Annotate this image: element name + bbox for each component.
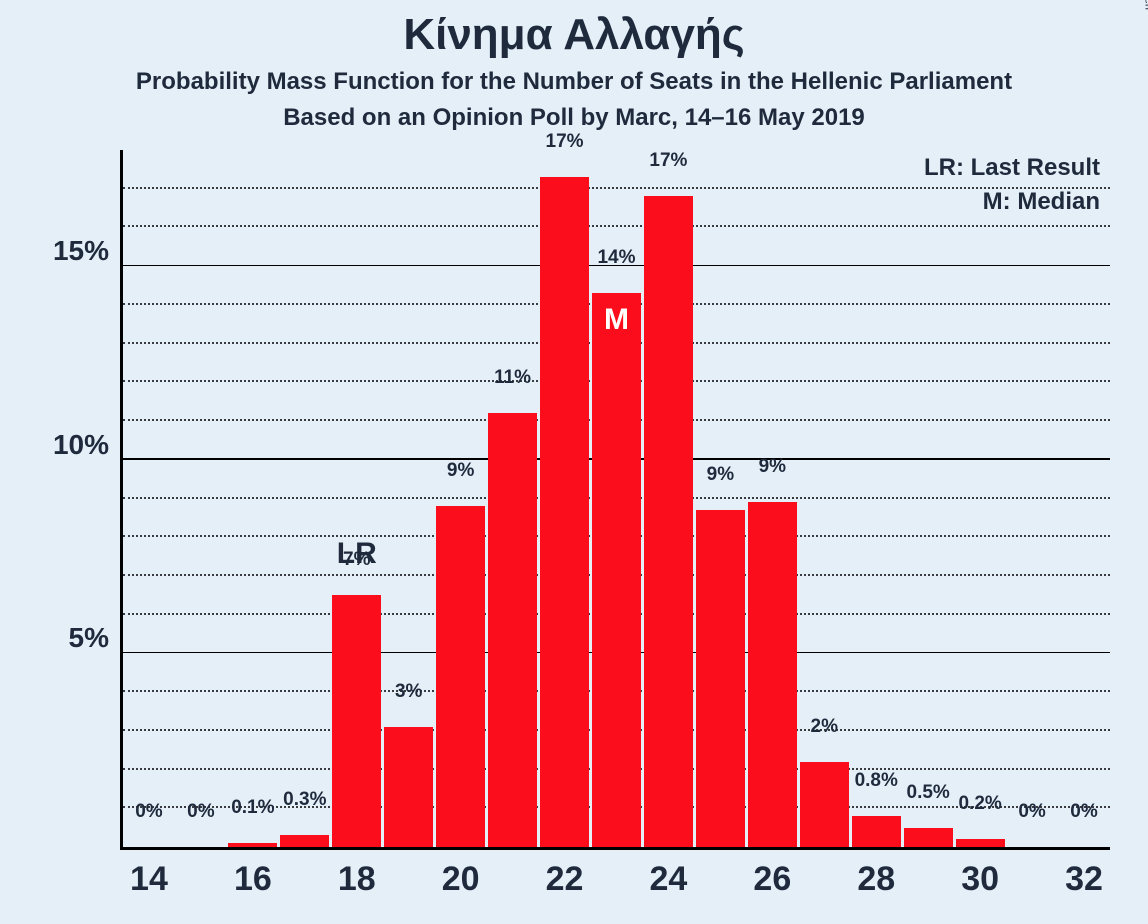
x-tick-label: 16: [234, 860, 272, 899]
bar-value-label: 0.8%: [855, 770, 898, 792]
bar: [332, 595, 381, 847]
bar-value-label: 9%: [707, 464, 734, 486]
bar: [384, 727, 433, 847]
bar: [280, 835, 329, 847]
bar: [696, 510, 745, 847]
y-tick-label: 5%: [69, 622, 109, 654]
copyright-text: © 2019 Filip van Laenen: [1142, 0, 1148, 10]
bar-value-label: 0%: [135, 801, 162, 823]
bar: [540, 177, 589, 847]
bar: [800, 762, 849, 847]
x-tick-label: 26: [753, 860, 791, 899]
pmf-bar-chart: 0%0%0.1%0.3%7%LR3%9%11%17%14%M17%9%9%2%0…: [120, 150, 1110, 850]
y-tick-label: 15%: [53, 235, 109, 267]
bar-value-label: 0.2%: [958, 793, 1001, 815]
bar-value-label: 2%: [811, 716, 838, 738]
x-tick-label: 22: [546, 860, 584, 899]
chart-subtitle1: Probability Mass Function for the Number…: [0, 68, 1148, 96]
bar-value-label: 0.1%: [231, 797, 274, 819]
legend-lr: LR: Last Result: [924, 154, 1100, 182]
bar: [436, 506, 485, 847]
y-tick-label: 10%: [53, 429, 109, 461]
x-axis: [120, 847, 1110, 850]
bar: [956, 839, 1005, 847]
chart-subtitle2: Based on an Opinion Poll by Marc, 14–16 …: [0, 104, 1148, 132]
x-tick-label: 20: [442, 860, 480, 899]
bar-value-label: 17%: [546, 131, 584, 153]
bar-value-label: 9%: [447, 460, 474, 482]
bar-value-label: 17%: [649, 150, 687, 172]
y-axis: [120, 150, 123, 850]
bar: [748, 502, 797, 847]
chart-title: Κίνημα Αλλαγής: [0, 10, 1148, 60]
bar: [852, 816, 901, 847]
x-tick-label: 28: [857, 860, 895, 899]
median-marker: M: [604, 303, 629, 337]
bar-value-label: 0%: [1018, 801, 1045, 823]
bar-value-label: 14%: [597, 247, 635, 269]
bar-value-label: 0.3%: [283, 789, 326, 811]
bar: [592, 293, 641, 847]
plot-area: 0%0%0.1%0.3%7%LR3%9%11%17%14%M17%9%9%2%0…: [123, 150, 1110, 847]
grid-minor: [123, 225, 1110, 227]
x-tick-label: 24: [650, 860, 688, 899]
legend-m: M: Median: [983, 188, 1100, 216]
bar-value-label: 9%: [759, 456, 786, 478]
x-tick-label: 14: [130, 860, 168, 899]
bar: [488, 413, 537, 847]
x-tick-label: 30: [961, 860, 999, 899]
bar-value-label: 0%: [187, 801, 214, 823]
bar-value-label: 0%: [1070, 801, 1097, 823]
grid-minor: [123, 187, 1110, 189]
x-tick-label: 32: [1065, 860, 1103, 899]
bar: [644, 196, 693, 847]
last-result-marker: LR: [337, 537, 377, 571]
bar-value-label: 11%: [494, 367, 531, 389]
bar: [904, 828, 953, 847]
bar-value-label: 0.5%: [907, 782, 950, 804]
x-tick-label: 18: [338, 860, 376, 899]
bar-value-label: 3%: [395, 681, 422, 703]
